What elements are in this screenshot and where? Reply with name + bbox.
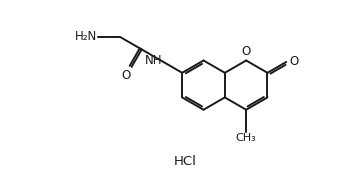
Text: O: O (241, 45, 251, 58)
Text: NH: NH (144, 54, 162, 67)
Text: CH₃: CH₃ (236, 133, 257, 143)
Text: HCl: HCl (173, 155, 196, 168)
Text: O: O (289, 56, 298, 68)
Text: O: O (121, 69, 131, 82)
Text: H₂N: H₂N (75, 30, 97, 43)
